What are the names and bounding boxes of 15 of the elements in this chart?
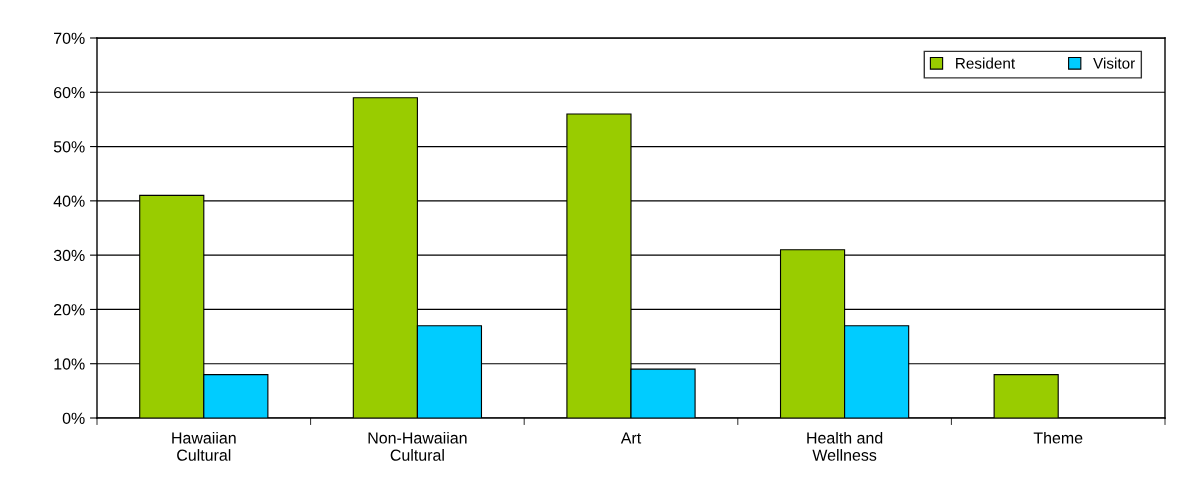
y-tick-label: 70% bbox=[54, 32, 85, 44]
y-tick-label: 10% bbox=[54, 358, 85, 370]
x-tick-label: Art bbox=[620, 432, 642, 444]
y-tick-label: 50% bbox=[53, 141, 85, 153]
x-tick-label: Theme bbox=[1033, 431, 1083, 444]
y-tick-label: 60% bbox=[54, 86, 85, 99]
y-tick-label: 40% bbox=[53, 195, 85, 207]
x-tick-label: Health and Wellness bbox=[807, 431, 883, 461]
y-tick-label: 0% bbox=[62, 412, 85, 424]
x-tick-label: Non-Hawaiian Cultural bbox=[368, 431, 467, 461]
x-tick-label: Hawaiian Cultural bbox=[172, 431, 236, 461]
y-tick-label: 20% bbox=[54, 304, 85, 316]
y-tick-label: 30% bbox=[53, 249, 85, 262]
legend-label: Resident bbox=[956, 57, 1016, 69]
legend-label: Visitor bbox=[1093, 57, 1135, 69]
